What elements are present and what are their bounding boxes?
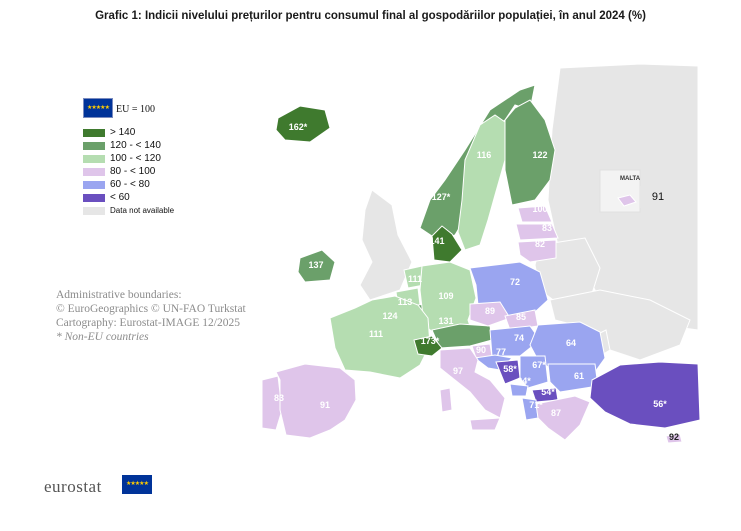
country-sicily xyxy=(469,417,501,431)
country-italy xyxy=(439,347,506,419)
country-value-label: 58* xyxy=(503,364,517,374)
non-eu-note: * Non-EU countries xyxy=(56,331,149,343)
legend-label: 100 - < 120 xyxy=(110,153,161,164)
country-czechia xyxy=(469,301,511,327)
admin-boundaries-note: Administrative boundaries: © EuroGeograp… xyxy=(56,288,246,344)
country-value-label: 100 xyxy=(532,204,547,214)
malta-inset-title: MALTA xyxy=(620,176,641,182)
admin-line: Cartography: Eurostat-IMAGE 12/2025 xyxy=(56,317,240,329)
malta-inset-value: 91 xyxy=(640,186,676,208)
legend-swatch xyxy=(83,155,105,163)
country-ireland xyxy=(297,249,336,283)
country-value-label: 162* xyxy=(289,122,308,132)
legend-label: Data not available xyxy=(110,206,175,215)
country-value-label: 116 xyxy=(477,150,492,160)
country-value-label: 83 xyxy=(542,223,552,233)
country-value-label: 89 xyxy=(485,306,495,316)
country-switzerland xyxy=(413,335,443,357)
admin-line: © EuroGeographics © UN-FAO Turkstat xyxy=(56,303,246,315)
country-value-label: 56* xyxy=(653,399,667,409)
admin-line: Administrative boundaries: xyxy=(56,289,182,301)
country-value-label: 109 xyxy=(438,291,453,301)
country-value-label: 137 xyxy=(308,260,323,270)
country-bulgaria xyxy=(547,363,599,393)
legend-label: 60 - < 80 xyxy=(110,179,150,190)
country-value-label: 92 xyxy=(669,432,679,442)
legend-swatch xyxy=(83,207,105,215)
legend-label: < 60 xyxy=(110,192,130,203)
uk xyxy=(359,189,413,301)
country-value-label: 87 xyxy=(551,408,561,418)
country-turkiye xyxy=(589,361,701,429)
country-value-label: 97 xyxy=(453,366,463,376)
country-value-label: 64* xyxy=(517,376,531,386)
country-value-label: 127* xyxy=(432,192,451,202)
country-value-label: 111 xyxy=(369,329,383,339)
legend-eu-label: EU = 100 xyxy=(116,104,155,115)
legend-swatch xyxy=(83,129,105,137)
country-iceland xyxy=(275,105,331,143)
country-latvia xyxy=(515,223,559,241)
country-value-label: 90 xyxy=(476,345,486,355)
country-spain xyxy=(275,363,357,439)
country-hungary xyxy=(489,325,541,357)
country-value-label: 141 xyxy=(429,236,444,246)
country-value-label: 122 xyxy=(532,150,547,160)
country-value-label: 173* xyxy=(421,336,440,346)
country-value-label: 85 xyxy=(516,312,526,322)
country-greece xyxy=(535,395,591,441)
country-value-label: 82 xyxy=(535,239,545,249)
country-value-label: 83 xyxy=(274,393,284,403)
country-estonia xyxy=(517,205,553,223)
legend-swatch xyxy=(83,168,105,176)
country-portugal xyxy=(261,375,283,431)
country-value-label: 77 xyxy=(496,347,506,357)
country-value-label: 64 xyxy=(566,338,576,348)
eu-flag-icon: ★★★★★ xyxy=(83,98,113,118)
legend-swatch xyxy=(83,181,105,189)
legend-label: > 140 xyxy=(110,127,136,138)
country-sardinia xyxy=(439,387,453,413)
country-value-label: 54* xyxy=(541,387,555,397)
country-value-label: 61 xyxy=(574,371,584,381)
country-lithuania xyxy=(517,239,557,263)
eurostat-logo: eurostat xyxy=(44,477,102,496)
country-malta xyxy=(617,194,637,207)
country-value-label: 71* xyxy=(529,400,543,410)
country-cyprus xyxy=(665,433,683,444)
country-value-label: 124 xyxy=(382,311,397,321)
country-value-label: 67* xyxy=(532,360,546,370)
country-value-label: 72 xyxy=(510,277,520,287)
country-value-label: 111 xyxy=(408,274,422,284)
legend-label: 80 - < 100 xyxy=(110,166,156,177)
country-serbia xyxy=(519,355,549,389)
legend-swatch xyxy=(83,142,105,150)
legend-label: 120 - < 140 xyxy=(110,140,161,151)
country-sweden xyxy=(457,114,506,251)
country-value-label: 131 xyxy=(438,316,453,326)
country-value-label: 74 xyxy=(514,333,524,343)
country-value-label: 91 xyxy=(320,400,330,410)
country-finland xyxy=(504,99,556,206)
legend-swatch xyxy=(83,194,105,202)
country-denmark xyxy=(431,225,463,263)
chart-title: Grafic 1: Indicii nivelului prețurilor p… xyxy=(95,10,646,22)
country-value-label: 113 xyxy=(398,297,413,307)
country-montenegro xyxy=(509,383,529,397)
eu-flag-icon: ★★★★★ xyxy=(122,475,152,494)
